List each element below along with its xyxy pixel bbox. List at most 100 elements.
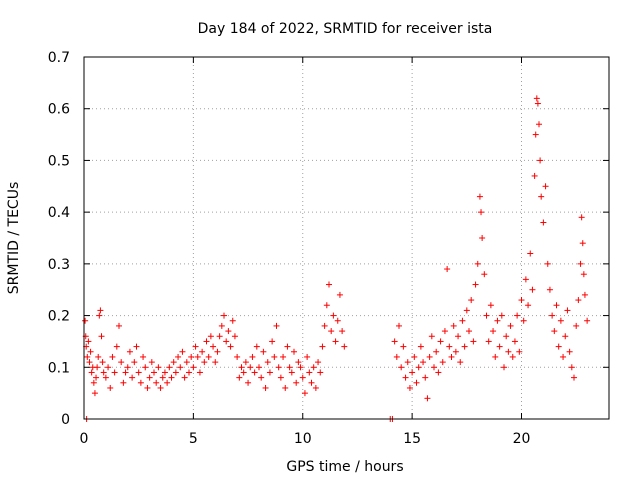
data-point bbox=[199, 348, 206, 355]
data-point bbox=[393, 353, 400, 360]
data-point bbox=[153, 379, 160, 386]
data-point bbox=[492, 353, 499, 360]
data-point bbox=[431, 364, 437, 371]
data-point bbox=[258, 374, 265, 381]
data-point bbox=[299, 374, 306, 381]
data-point bbox=[264, 359, 271, 366]
data-point bbox=[140, 353, 147, 360]
y-tick-label: 0 bbox=[61, 412, 70, 428]
data-point bbox=[336, 291, 343, 298]
data-point bbox=[238, 364, 245, 371]
data-point bbox=[490, 328, 497, 335]
data-point bbox=[420, 359, 427, 366]
data-point bbox=[271, 353, 278, 360]
data-point bbox=[557, 317, 564, 324]
data-point bbox=[575, 297, 582, 304]
data-point bbox=[96, 312, 103, 319]
data-point bbox=[194, 353, 201, 360]
x-tick-label: 10 bbox=[294, 431, 312, 447]
data-point bbox=[111, 369, 118, 376]
data-point bbox=[452, 348, 459, 355]
data-point bbox=[269, 338, 276, 345]
data-point bbox=[312, 384, 319, 391]
data-point bbox=[227, 343, 234, 350]
data-point bbox=[578, 214, 585, 221]
data-point bbox=[396, 322, 402, 329]
data-point bbox=[118, 359, 125, 366]
y-tick-label: 0.1 bbox=[48, 360, 70, 376]
data-point bbox=[170, 359, 177, 366]
data-points bbox=[82, 95, 591, 422]
data-point bbox=[533, 95, 540, 102]
data-point bbox=[179, 348, 186, 355]
data-point bbox=[181, 374, 188, 381]
data-point bbox=[91, 390, 98, 397]
data-point bbox=[315, 359, 322, 366]
data-point bbox=[476, 193, 483, 200]
data-point bbox=[509, 353, 516, 360]
data-point bbox=[177, 364, 184, 371]
data-point bbox=[240, 369, 247, 376]
data-point bbox=[168, 374, 175, 381]
data-point bbox=[560, 353, 567, 360]
data-point bbox=[107, 384, 114, 391]
data-point bbox=[284, 343, 291, 350]
data-point bbox=[417, 343, 424, 350]
x-tick-label: 0 bbox=[80, 431, 89, 447]
data-point bbox=[172, 369, 179, 376]
data-point bbox=[190, 364, 197, 371]
data-point bbox=[126, 348, 133, 355]
data-point bbox=[481, 271, 488, 278]
data-point bbox=[105, 364, 112, 371]
data-point bbox=[527, 250, 534, 257]
data-point bbox=[293, 379, 300, 386]
data-point bbox=[326, 281, 332, 288]
data-point bbox=[339, 328, 346, 335]
data-point bbox=[566, 348, 573, 355]
data-point bbox=[546, 286, 553, 293]
data-point bbox=[94, 364, 101, 371]
data-point bbox=[551, 328, 558, 335]
data-point bbox=[212, 359, 219, 366]
data-point bbox=[214, 348, 221, 355]
data-point bbox=[275, 364, 282, 371]
data-point bbox=[225, 328, 232, 335]
data-point bbox=[534, 100, 541, 107]
data-point bbox=[291, 348, 297, 355]
data-point bbox=[218, 322, 225, 329]
data-point bbox=[90, 379, 97, 386]
data-point bbox=[116, 322, 122, 329]
data-point bbox=[306, 369, 313, 376]
data-point bbox=[161, 369, 168, 376]
data-point bbox=[256, 364, 262, 371]
data-point bbox=[411, 353, 418, 360]
data-point bbox=[188, 353, 195, 360]
data-point bbox=[463, 307, 470, 314]
data-point bbox=[472, 281, 479, 288]
data-point bbox=[323, 302, 330, 309]
data-point bbox=[404, 359, 411, 366]
y-tick-label: 0.7 bbox=[48, 50, 70, 66]
data-point bbox=[568, 364, 575, 371]
data-point bbox=[137, 379, 144, 386]
data-point bbox=[483, 312, 490, 319]
data-point bbox=[433, 348, 440, 355]
data-point bbox=[334, 317, 341, 324]
data-point bbox=[86, 359, 93, 366]
data-point bbox=[304, 353, 311, 360]
data-point bbox=[122, 369, 129, 376]
data-point bbox=[555, 343, 562, 350]
data-point bbox=[308, 379, 315, 386]
data-point bbox=[514, 312, 521, 319]
data-point bbox=[109, 353, 116, 360]
data-point bbox=[205, 353, 212, 360]
data-point bbox=[260, 348, 267, 355]
x-tick-label: 15 bbox=[403, 431, 421, 447]
data-point bbox=[144, 384, 151, 391]
data-point bbox=[282, 384, 289, 391]
data-point bbox=[133, 343, 140, 350]
data-point bbox=[406, 384, 413, 391]
data-point bbox=[87, 348, 94, 355]
data-point bbox=[422, 374, 429, 381]
